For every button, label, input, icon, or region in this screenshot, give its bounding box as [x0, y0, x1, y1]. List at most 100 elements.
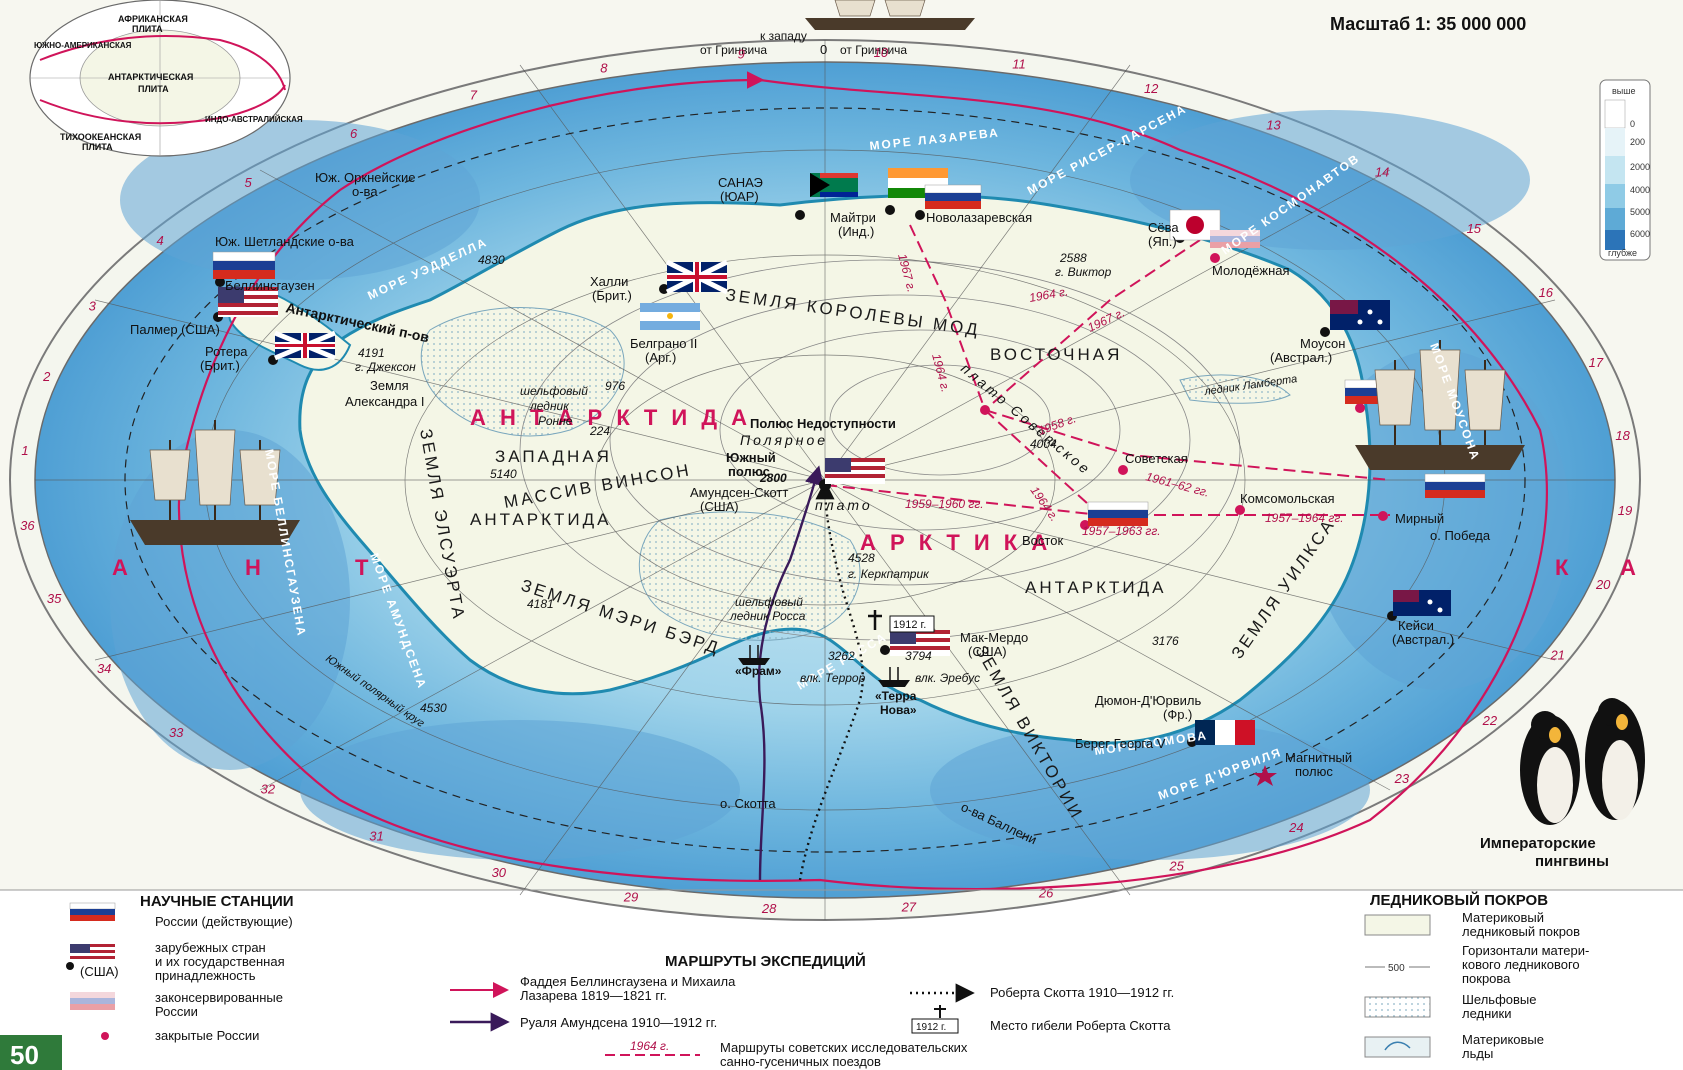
elev-jackson: г. Джексон [355, 360, 416, 374]
station-pobeda: о. Победа [1430, 528, 1491, 543]
station-halley: Халли [590, 274, 628, 289]
elev-3262: 3262 [828, 649, 855, 663]
ship-right-icon [1355, 340, 1525, 470]
scott-death-cross-icon [868, 610, 935, 633]
elev-3794: 3794 [905, 649, 932, 663]
ring-number-17: 17 [1589, 355, 1604, 370]
ring-number-28: 28 [761, 901, 777, 916]
legend-foreign-3: принадлежность [155, 968, 256, 983]
legend-ice-icon [1384, 1041, 1411, 1051]
meridian-west-line2: от Гринвича [700, 43, 767, 57]
elev-224: 224 [589, 424, 610, 438]
ring-number-21: 21 [1549, 648, 1564, 663]
label-zemlya-aleksandra-1: Земля [370, 378, 409, 393]
legend-closed-dot [101, 1032, 109, 1040]
inset-plate-pacific-2: ПЛИТА [82, 142, 113, 152]
legend-soviet-sample: 1964 г. [630, 1039, 669, 1053]
flag-russia-novolazarevskaya [924, 184, 982, 209]
label-vostochnaya-antarktida: АНТАРКТИДА [1025, 578, 1166, 597]
legend-contours-3: покрова [1462, 971, 1511, 986]
route-year-1957-63: 1957–1963 гг. [1082, 524, 1161, 538]
legend-contours-2: кового ледникового [1462, 957, 1580, 972]
flag-argentina [640, 303, 700, 330]
station-casey: Кейси [1398, 618, 1434, 633]
map-scale: Масштаб 1: 35 000 000 [1330, 14, 1526, 34]
ring-number-36: 36 [20, 518, 35, 533]
big-label-arktika: А Р К Т И К А [860, 530, 1051, 555]
legend-contours-1: Горизонтали матери- [1462, 943, 1589, 958]
ship-fram-label: «Фрам» [735, 664, 782, 678]
big-label-left-T: Т [355, 555, 372, 580]
station-komsomolskaya: Комсомольская [1240, 491, 1335, 506]
flag-russia-molodezhnaya [1210, 230, 1260, 248]
page-number-box [0, 1035, 62, 1070]
ring-number-8: 8 [600, 61, 608, 76]
legend-bellingshausen-1: Фаддея Беллинсгаузена и Михаила [520, 974, 736, 989]
ring-number-19: 19 [1618, 503, 1632, 518]
soviet-routes [824, 224, 1391, 516]
label-vostochnaya: ВОСТОЧНАЯ [990, 345, 1122, 364]
ring-number-13: 13 [1266, 117, 1281, 132]
elev-victor: г. Виктор [1055, 265, 1112, 279]
ring-number-29: 29 [623, 889, 638, 904]
flag-india [888, 168, 948, 198]
inset-plate-antarctic-2: ПЛИТА [138, 84, 169, 94]
lambert-glacier [1179, 374, 1291, 404]
ring-number-3: 3 [89, 299, 97, 314]
inset-plate-indoaus: ИНДО-АВСТРАЛИЙСКАЯ [205, 115, 303, 124]
legend-continental-1: Материковый [1462, 910, 1544, 925]
ring-number-22: 22 [1482, 713, 1498, 728]
flag-usa-mcmurdo [890, 630, 950, 656]
big-label-right-A: А [1620, 555, 1640, 580]
station-molodezhnaya: Молодёжная [1212, 263, 1290, 278]
legend-stations-title: НАУЧНЫЕ СТАНЦИИ [140, 893, 294, 910]
label-ronne-3: Ронне [538, 414, 573, 428]
ronne-ice-shelf [420, 307, 625, 437]
legend-continental-2: ледниковый покров [1462, 924, 1580, 939]
station-dumont-durville: Дюмон-Д'Юрвиль [1095, 693, 1201, 708]
legend-shelf-1: Шельфовые [1462, 992, 1536, 1007]
label-pole-inaccessibility: Полюс Недоступности [750, 416, 896, 431]
flag-australia-casey [1393, 590, 1451, 616]
legend-amundsen: Руаля Амундсена 1910—1912 гг. [520, 1015, 717, 1030]
depth-value-6000: 6000 [1630, 229, 1650, 239]
label-zemlya-aleksandra-2: Александра I [345, 394, 425, 409]
legend-continental-ice-2: льды [1462, 1046, 1493, 1061]
ship-left-icon [130, 420, 300, 545]
island-orkney: Юж. Оркнейские [315, 170, 415, 185]
legend-scott-box [911, 1018, 959, 1034]
legend-routes-title: МАРШРУТЫ ЭКСПЕДИЦИЙ [665, 952, 866, 970]
ring-number-7: 7 [470, 87, 478, 102]
ring-number-11: 11 [1012, 57, 1026, 72]
elev-4530: 4530 [420, 701, 447, 715]
label-zapadnaya-antarktida: АНТАРКТИДА [470, 510, 611, 529]
ring-number-23: 23 [1394, 771, 1410, 786]
route-amundsen [757, 465, 824, 881]
label-ross-1: шельфовый [735, 595, 803, 609]
station-mirny: Мирный [1395, 511, 1444, 526]
route-year-1964-a: 1964 г. [1028, 284, 1069, 305]
elev-4191: 4191 [358, 346, 385, 360]
station-sovetskaya: Советская [1125, 451, 1188, 466]
polar-circle [124, 107, 1526, 853]
elev-erebus: влк. Эребус [915, 671, 980, 685]
legend-bellingshausen-2: Лазарева 1819—1821 гг. [520, 988, 667, 1003]
station-amundsen-scott: Амундсен-Скотт [690, 485, 788, 500]
label-zapadnaya: ЗАПАДНАЯ [495, 447, 612, 466]
page-number: 50 [10, 1040, 39, 1070]
island-shetland: Юж. Шетландские о-ва [215, 234, 355, 249]
flag-russia-mirny [1424, 473, 1486, 498]
elev-2800: 2800 [759, 471, 787, 485]
label-plato-polyarnoe: Полярное [740, 432, 828, 448]
station-belgrano: Белграно II [630, 336, 697, 351]
ring-number-9: 9 [738, 46, 745, 61]
inset-plate-pacific: ТИХООКЕАНСКАЯ [60, 132, 141, 142]
station-belgrano-country: (Арг.) [645, 350, 676, 365]
legend-box-continental-ice [1364, 1036, 1431, 1058]
tectonic-inset [29, 0, 291, 157]
label-ronne-1: шельфовый [520, 384, 588, 398]
elev-terror: влк. Террор [800, 671, 866, 685]
ship-terra-nova-label-2: Нова» [880, 703, 917, 717]
